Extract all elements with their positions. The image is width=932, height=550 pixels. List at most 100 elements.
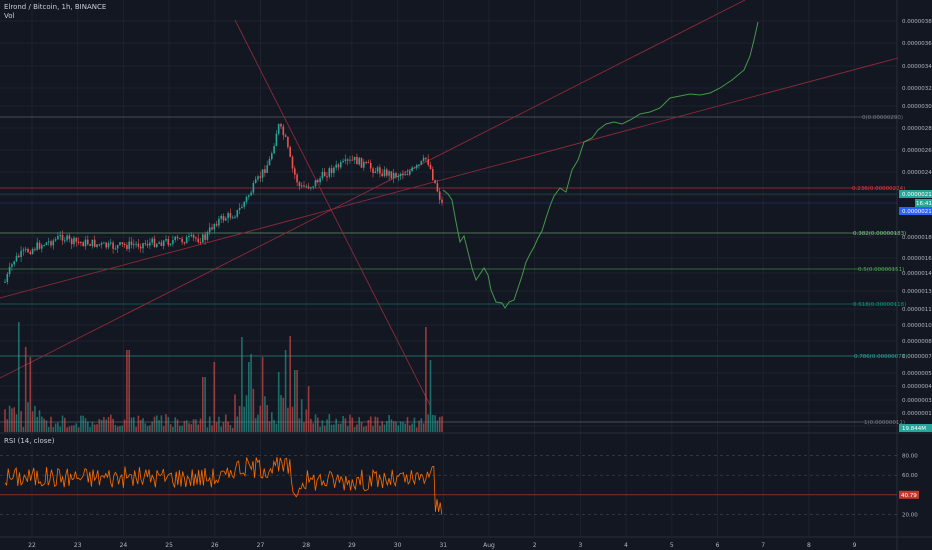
candle-body [321, 171, 324, 179]
candle-body [162, 240, 165, 246]
volume-bar [149, 425, 151, 432]
volume-bar [379, 425, 381, 432]
price-tick: 0.00000100 [902, 323, 932, 329]
volume-bar [105, 419, 107, 432]
candle-body [41, 245, 43, 249]
candle-body [250, 192, 252, 196]
volume-bar [234, 394, 236, 432]
candle-body [411, 167, 413, 172]
price-tick: 0.00000260 [902, 148, 932, 154]
candle-body [415, 165, 418, 168]
candle-body [45, 242, 48, 246]
volume-bar [363, 426, 365, 432]
candle-body [165, 238, 167, 241]
candle-body [349, 159, 351, 161]
price-tick: 0.00000280 [902, 126, 932, 132]
volume-bar [346, 426, 349, 432]
volume-bar [59, 426, 61, 432]
volume-bar [438, 416, 441, 432]
volume-bar [13, 407, 15, 432]
candle-body [420, 160, 423, 165]
candle-body [116, 244, 119, 249]
candle-body [335, 164, 337, 168]
candle-body [229, 213, 232, 218]
fib-level-label: 0.786(0.00000071) [854, 354, 907, 360]
volume-bar [45, 420, 48, 432]
fib-level-label: 0.236(0.00000224) [852, 186, 905, 192]
volume-bar [38, 410, 41, 432]
candle-body [427, 159, 429, 165]
volume-bar [376, 417, 379, 432]
price-projection-path[interactable] [442, 21, 759, 309]
candle-body [340, 162, 342, 168]
price-tick: 0.00000115 [902, 307, 932, 313]
rsi-legend[interactable]: RSI (14, close) [4, 437, 55, 445]
candle-body [59, 234, 61, 236]
candle-body [287, 136, 289, 148]
volume-bar [271, 412, 273, 432]
candle-body [204, 234, 206, 240]
volume-bar [319, 426, 321, 432]
rsi-line [4, 457, 443, 515]
volume-bar [119, 425, 121, 432]
fibonacci-retracement[interactable]: 0(0.00000290) 0.236(0.00000224) 0.382(0.00… [0, 115, 907, 426]
volume-bar [185, 420, 188, 432]
price-tick: 0.00000360 [902, 41, 932, 47]
time-tick: 30 [394, 542, 402, 549]
volume-bar [195, 419, 197, 432]
candle-body [282, 126, 285, 136]
volume-bar [91, 421, 94, 432]
rsi-tick: 20.00 [902, 512, 918, 518]
candle-body [372, 168, 374, 174]
candle-body [123, 244, 126, 246]
volume-legend[interactable]: Vol [4, 12, 15, 20]
volume-bar [87, 421, 89, 432]
candle-body [225, 218, 227, 221]
volume-bar [43, 418, 45, 432]
candle-body [243, 201, 245, 207]
volume-bar [121, 425, 124, 432]
symbol-title[interactable]: Elrond / Bitcoin, 1h, BINANCE [4, 3, 107, 11]
time-axis[interactable]: 22 23 24 25 26 27 28 29 30 31 Aug 2 3 4 5 6 7 8 9 [28, 542, 857, 549]
time-tick: 28 [302, 542, 310, 549]
candle-body [47, 241, 50, 243]
candle-body [112, 242, 114, 249]
candle-body [248, 195, 250, 197]
volume-bar [415, 427, 418, 432]
candle-body [38, 242, 41, 249]
volume-bar [305, 409, 308, 432]
candle-body [264, 169, 266, 173]
candle-body [296, 174, 298, 183]
volume-bar [82, 415, 84, 432]
price-axis[interactable]: 0.00000380 0.00000360 0.00000340 0.00000320… [899, 19, 932, 518]
candle-body [93, 239, 96, 247]
candle-body [135, 243, 137, 245]
volume-bar [243, 406, 245, 432]
candle-body [100, 242, 103, 245]
volume-bar [404, 423, 406, 432]
rsi-tick: 80.00 [902, 454, 918, 460]
volume-bar [392, 421, 395, 432]
time-tick: 7 [761, 542, 765, 549]
volume-bar [427, 414, 429, 432]
volume-bar [57, 422, 59, 432]
volume-bar [34, 405, 36, 432]
countdown-bg [915, 199, 932, 207]
time-tick: 3 [578, 542, 582, 549]
volume-bar [307, 386, 310, 432]
time-tick: 24 [120, 542, 128, 549]
candle-body [305, 186, 308, 188]
volume-bar [160, 415, 163, 432]
trendlines[interactable] [0, 0, 899, 406]
volume-bar [227, 421, 229, 432]
candle-body [126, 244, 128, 249]
candle-body [268, 159, 271, 166]
candle-body [358, 157, 360, 165]
volume-bar [114, 425, 117, 432]
volume-bar [190, 424, 193, 432]
candle-body [114, 248, 117, 250]
volume-bar [413, 417, 416, 432]
candle-body [22, 249, 25, 251]
candle-body [110, 242, 112, 244]
